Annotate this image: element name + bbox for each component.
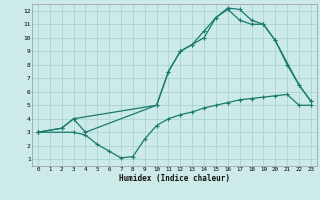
X-axis label: Humidex (Indice chaleur): Humidex (Indice chaleur) (119, 174, 230, 183)
